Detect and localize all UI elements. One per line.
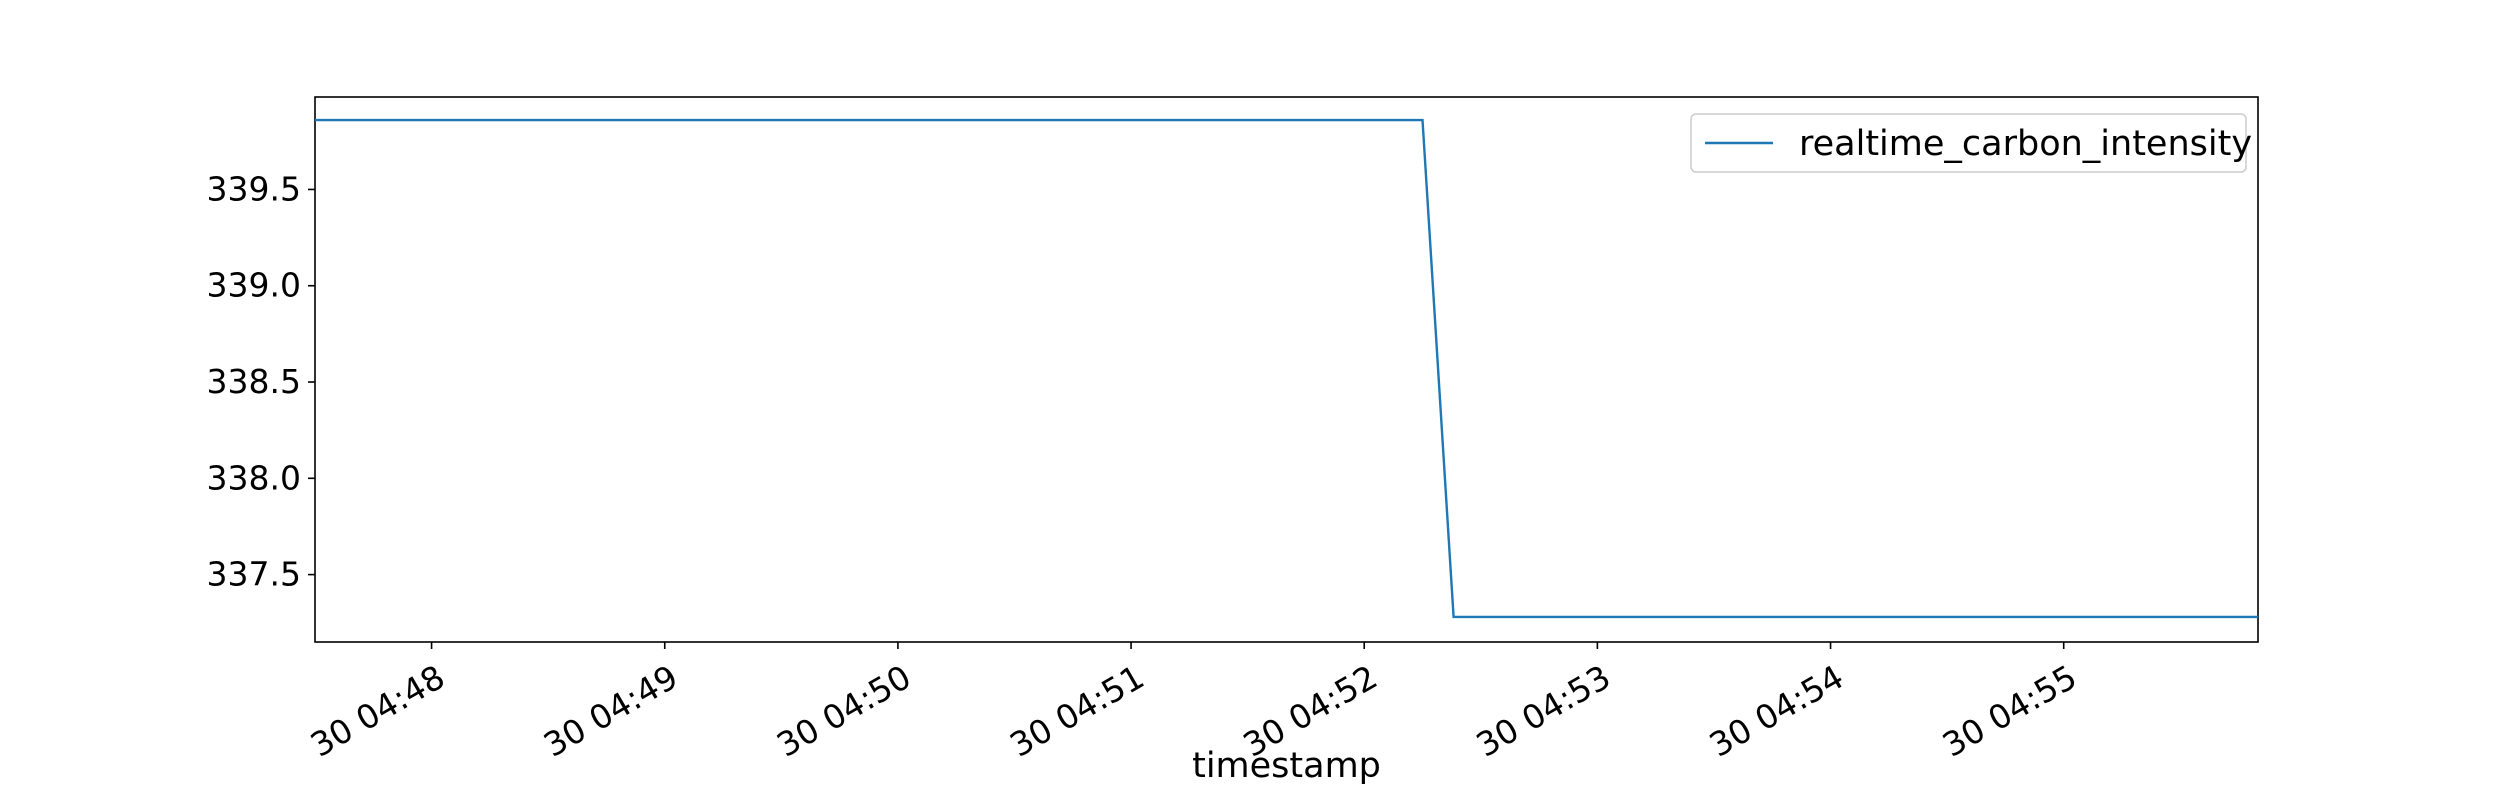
y-tick-label: 339.0 bbox=[207, 266, 301, 305]
y-axis: 337.5 338.0 338.5 339.0 339.5 bbox=[207, 169, 315, 594]
legend-label: realtime_carbon_intensity bbox=[1799, 124, 2252, 164]
plot-frame bbox=[314, 96, 2259, 643]
x-tick-label: 30 04:53 bbox=[1470, 657, 1617, 765]
plot-area bbox=[314, 96, 2259, 643]
y-tick-label: 338.5 bbox=[207, 362, 301, 401]
y-tick-label: 338.0 bbox=[207, 458, 301, 497]
x-tick-label: 30 04:48 bbox=[304, 657, 451, 765]
legend-box bbox=[1690, 113, 2247, 173]
y-tick-label: 339.5 bbox=[207, 169, 301, 208]
x-tick-label: 30 04:54 bbox=[1703, 657, 1850, 765]
x-tick-label: 30 04:49 bbox=[537, 657, 684, 765]
series-line bbox=[315, 118, 2258, 619]
series-layer bbox=[315, 118, 2258, 619]
x-axis-label: timestamp bbox=[1192, 746, 1381, 786]
x-tick-label: 30 04:51 bbox=[1003, 657, 1150, 765]
x-tick-label: 30 04:55 bbox=[1936, 657, 2083, 765]
y-tick-label: 337.5 bbox=[207, 555, 301, 594]
legend: realtime_carbon_intensity bbox=[1690, 113, 2252, 173]
x-tick-label: 30 04:50 bbox=[770, 657, 917, 765]
